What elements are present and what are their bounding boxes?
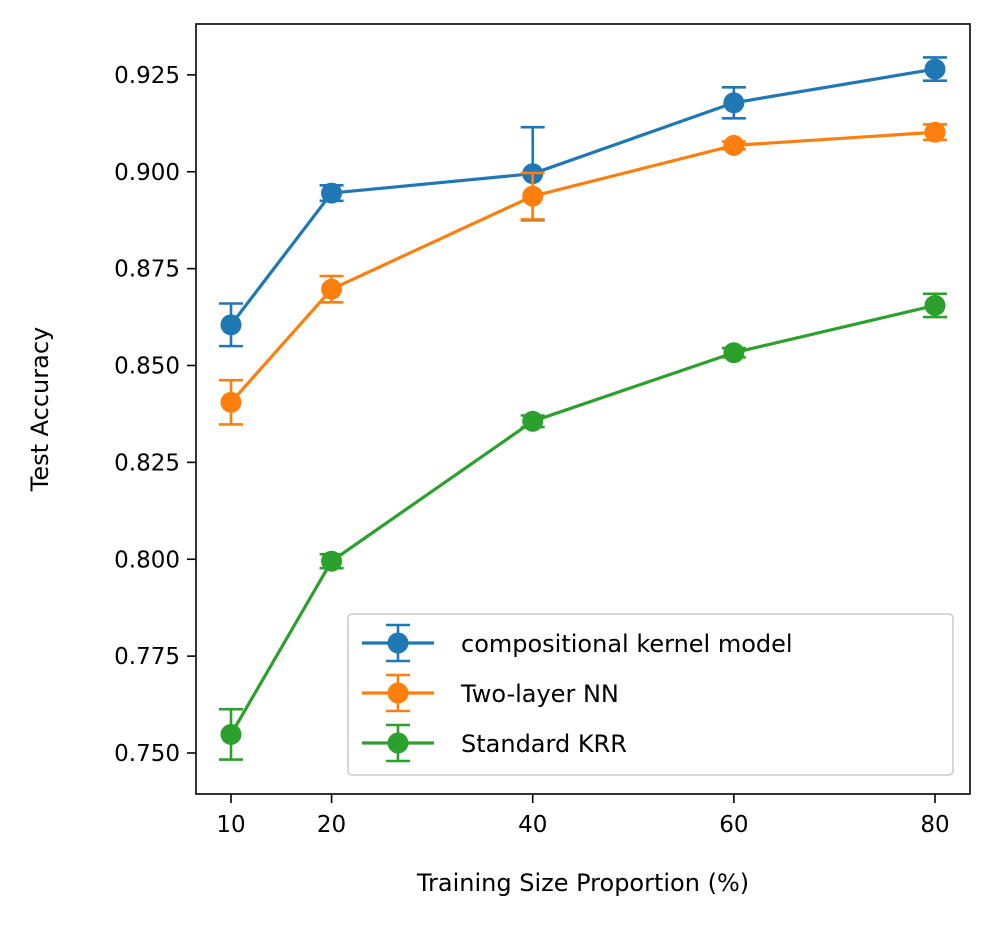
data-point: [220, 391, 242, 413]
y-tick-label: 0.850: [114, 354, 180, 380]
x-tick-label: 20: [317, 812, 346, 838]
data-point: [321, 278, 343, 300]
data-point: [321, 182, 343, 204]
y-tick-label: 0.875: [114, 257, 180, 283]
data-point: [924, 58, 946, 80]
legend-label: Two-layer NN: [460, 680, 619, 708]
x-tick-label: 40: [518, 812, 547, 838]
x-axis-label: Training Size Proportion (%): [416, 869, 749, 897]
y-tick-label: 0.750: [114, 741, 180, 767]
series-group: [219, 292, 947, 761]
legend-entry: Two-layer NN: [362, 673, 619, 713]
y-tick-label: 0.925: [114, 63, 180, 89]
x-tick-label: 80: [920, 812, 949, 838]
data-point: [924, 294, 946, 316]
y-tick-label: 0.900: [114, 160, 180, 186]
plot-frame: [195, 23, 971, 795]
series-group: [219, 121, 947, 426]
y-tick-label: 0.800: [114, 547, 180, 573]
axes: 10 20 40 60 80 0.750 0.775 0.800 0.825 0.850 0.875…: [114, 63, 950, 838]
data-point: [321, 550, 343, 572]
legend-marker: [387, 732, 409, 754]
legend-entry: Standard KRR: [362, 723, 627, 763]
legend-entry: compositional kernel model: [362, 623, 793, 663]
y-tick-label: 0.825: [114, 450, 180, 476]
y-tick-label: 0.775: [114, 644, 180, 670]
data-point: [924, 121, 946, 143]
legend-entries: compositional kernel model Two-layer NN St…: [362, 623, 793, 763]
plot-content: [219, 56, 947, 761]
data-point: [522, 410, 544, 432]
legend-marker: [387, 632, 409, 654]
x-tick-label: 10: [216, 812, 245, 838]
data-point: [723, 134, 745, 156]
legend-box: [347, 613, 954, 776]
y-axis-label: Test Accuracy: [26, 327, 54, 492]
legend-marker: [387, 682, 409, 704]
data-point: [522, 185, 544, 207]
data-point: [220, 723, 242, 745]
data-point: [723, 92, 745, 114]
x-tick-label: 60: [719, 812, 748, 838]
legend-label: compositional kernel model: [461, 630, 793, 658]
data-point: [723, 342, 745, 364]
data-point: [220, 314, 242, 336]
legend: compositional kernel model Two-layer NN St…: [347, 613, 954, 776]
legend-label: Standard KRR: [461, 730, 627, 758]
